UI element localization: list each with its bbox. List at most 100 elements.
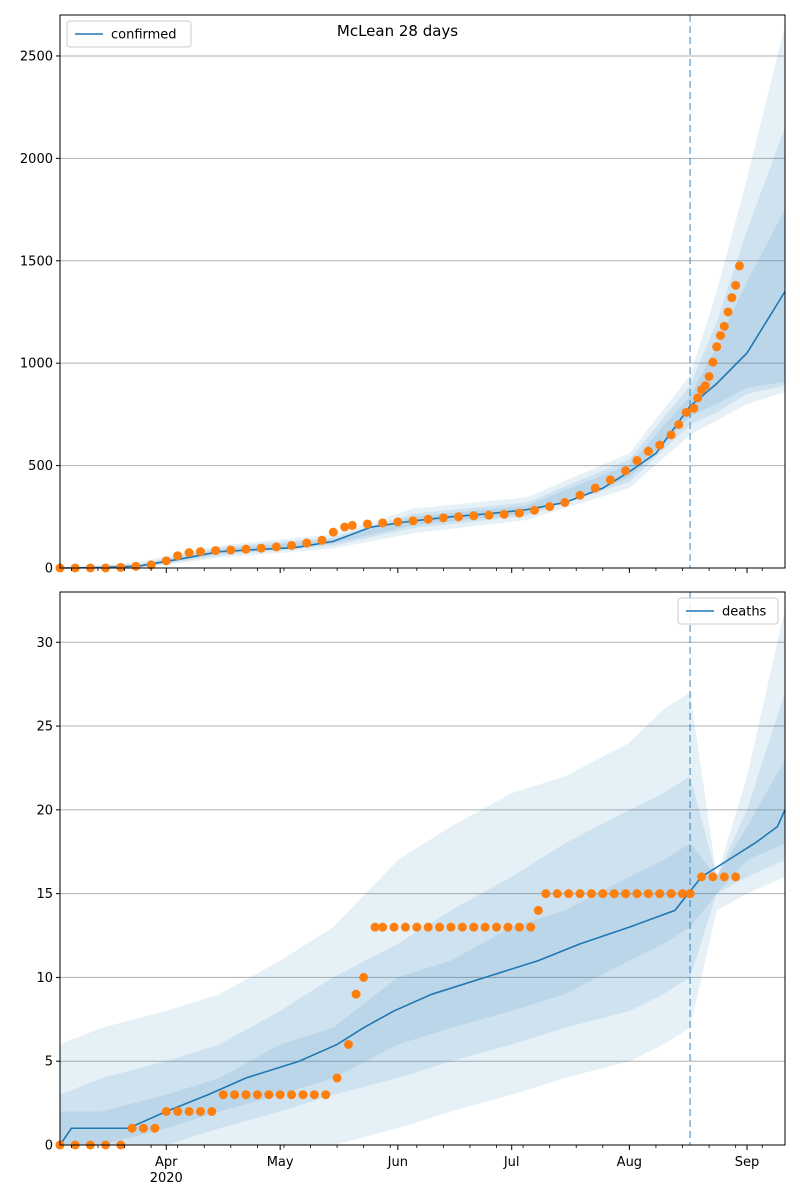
- y-tick-label: 2500: [20, 49, 53, 64]
- observed-point: [438, 513, 448, 523]
- observed-point: [309, 1090, 319, 1100]
- observed-point: [689, 403, 699, 413]
- observed-point: [317, 535, 327, 545]
- observed-point: [287, 540, 297, 550]
- observed-point: [412, 922, 422, 932]
- observed-point: [423, 922, 433, 932]
- observed-point: [184, 548, 194, 558]
- observed-point: [393, 517, 403, 527]
- observed-point: [370, 922, 380, 932]
- observed-point: [287, 1090, 297, 1100]
- legend-box: [66, 20, 192, 48]
- observed-point: [340, 522, 350, 532]
- observed-point: [139, 1123, 149, 1133]
- observed-point: [264, 1090, 274, 1100]
- observed-point: [621, 889, 631, 899]
- x-tick-label: May: [267, 1155, 294, 1170]
- observed-point: [700, 381, 710, 391]
- observed-point: [655, 440, 665, 450]
- observed-point: [734, 261, 744, 271]
- observed-point: [712, 342, 722, 352]
- y-tick-label: 25: [36, 720, 53, 735]
- observed-point: [211, 546, 221, 556]
- observed-point: [545, 502, 555, 512]
- observed-point: [378, 518, 388, 528]
- observed-point: [704, 371, 714, 381]
- observed-point: [359, 972, 369, 982]
- observed-point: [719, 872, 729, 882]
- observed-point: [575, 490, 585, 500]
- observed-point: [674, 420, 684, 430]
- observed-point: [241, 544, 251, 554]
- observed-point: [343, 1039, 353, 1049]
- observed-point: [731, 280, 741, 290]
- y-tick-label: 500: [28, 459, 53, 474]
- y-tick-label: 1000: [20, 357, 53, 372]
- observed-point: [435, 922, 445, 932]
- y-tick-label: 1500: [20, 254, 53, 269]
- x-tick-year-label: 2020: [150, 1171, 183, 1186]
- observed-point: [226, 545, 236, 555]
- observed-point: [655, 889, 665, 899]
- observed-point: [723, 307, 733, 317]
- observed-point: [666, 889, 676, 899]
- legend: confirmed: [66, 20, 192, 48]
- observed-point: [469, 511, 479, 521]
- observed-point: [590, 483, 600, 493]
- observed-point: [715, 331, 725, 341]
- observed-point: [408, 516, 418, 526]
- observed-point: [621, 466, 631, 476]
- observed-point: [719, 321, 729, 331]
- observed-point: [184, 1106, 194, 1116]
- confidence-band: [60, 127, 785, 569]
- observed-point: [218, 1090, 228, 1100]
- observed-point: [271, 542, 281, 552]
- observed-point: [328, 527, 338, 537]
- observed-point: [708, 872, 718, 882]
- observed-point: [173, 551, 183, 561]
- observed-point: [302, 538, 312, 548]
- observed-point: [161, 1106, 171, 1116]
- observed-point: [298, 1090, 308, 1100]
- legend-box: [677, 597, 779, 625]
- confidence-band: [60, 209, 785, 568]
- observed-point: [492, 922, 502, 932]
- observed-point: [351, 989, 361, 999]
- observed-point: [575, 889, 585, 899]
- observed-point: [526, 922, 536, 932]
- observed-point: [207, 1106, 217, 1116]
- observed-point: [541, 889, 551, 899]
- confirmed-chart: 0 500 1000 1500 2000 2500 McLean 28 days confir…: [20, 14, 786, 577]
- y-tick-label: 0: [45, 562, 53, 577]
- observed-point: [503, 922, 513, 932]
- legend-label: deaths: [722, 605, 767, 620]
- observed-point: [632, 889, 642, 899]
- y-tick-label: 2000: [20, 152, 53, 167]
- observed-point: [400, 922, 410, 932]
- x-tick-label: Apr: [155, 1155, 178, 1170]
- observed-point: [116, 562, 126, 572]
- x-tick-label: Aug: [617, 1155, 642, 1170]
- observed-point: [564, 889, 574, 899]
- observed-point: [514, 508, 524, 518]
- observed-point: [389, 922, 399, 932]
- observed-point: [321, 1090, 331, 1100]
- observed-point: [252, 1090, 262, 1100]
- x-tick-label: Jul: [503, 1155, 520, 1170]
- observed-point: [332, 1073, 342, 1083]
- observed-point: [454, 512, 464, 522]
- observed-point: [685, 889, 695, 899]
- chart-title: McLean 28 days: [337, 22, 458, 40]
- observed-point: [195, 1106, 205, 1116]
- y-tick-label: 10: [36, 971, 53, 986]
- observed-point: [560, 497, 570, 507]
- observed-point: [457, 922, 467, 932]
- legend-label: confirmed: [111, 28, 177, 43]
- confidence-band: [60, 608, 785, 1145]
- y-tick-label: 0: [45, 1139, 53, 1154]
- observed-point: [696, 872, 706, 882]
- observed-point: [131, 561, 141, 571]
- observed-point: [643, 889, 653, 899]
- observed-point: [362, 519, 372, 529]
